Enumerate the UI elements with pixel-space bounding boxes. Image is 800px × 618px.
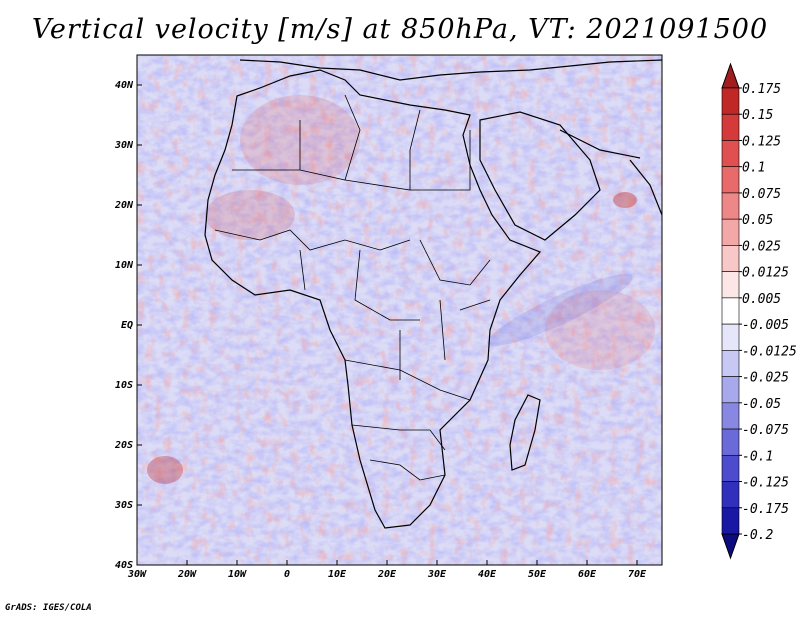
x-tick-label: 40E: [478, 569, 497, 580]
colorbar-label: -0.1: [742, 449, 773, 464]
map-title: Vertical velocity [m/s] at 850hPa, VT: 2…: [31, 14, 769, 45]
plot-frame: [136, 54, 663, 566]
colorbar-swatch: [721, 245, 740, 272]
y-tick-label: 30S: [114, 500, 133, 511]
colorbar-label: 0.05: [742, 213, 773, 228]
colorbar-swatch: [721, 402, 740, 430]
colorbar-swatch: [721, 87, 740, 115]
africa-coastline: [204, 69, 542, 529]
x-axis: 30W 20W 10W 0 10E 20E 30E 40E 50E 60E 70E: [127, 560, 647, 580]
colorbar-label: 0.125: [742, 134, 781, 149]
y-tick-label: 30N: [114, 140, 134, 151]
colorbar-swatch: [721, 454, 740, 482]
colorbar-label: 0.025: [742, 239, 781, 254]
colorbar-swatch: [721, 350, 740, 377]
europe-coast: [239, 59, 662, 81]
x-tick-label: 50E: [528, 569, 547, 580]
vertical-velocity-field: [137, 55, 662, 565]
colorbar: 0.175 0.15 0.125 0.1 0.075 0.05 0.025 0.0125 0.0…: [721, 62, 797, 560]
arabian-peninsula: [479, 111, 601, 241]
y-tick-label: 20N: [114, 200, 134, 211]
colorbar-label: -0.175: [742, 502, 789, 517]
colorbar-swatch: [721, 166, 740, 194]
y-tick-label: 20S: [114, 440, 133, 451]
colorbar-label: -0.075: [742, 423, 789, 438]
x-tick-label: 70E: [628, 569, 647, 580]
colorbar-swatch: [721, 113, 740, 141]
colorbar-swatch: [721, 271, 740, 299]
y-tick-label: EQ: [121, 320, 133, 331]
colorbar-swatch: [721, 323, 740, 351]
colorbar-bottom-triangle: [721, 533, 740, 560]
colorbar-label: -0.025: [742, 371, 789, 386]
colorbar-label: -0.2: [742, 528, 773, 543]
colorbar-swatch: [721, 192, 740, 220]
credit-label: GrADS: IGES/COLA: [5, 603, 92, 613]
colorbar-swatch: [721, 507, 740, 535]
y-tick-label: 40S: [115, 560, 133, 571]
colorbar-top-triangle: [721, 62, 740, 89]
colorbar-label: -0.0125: [742, 344, 797, 359]
colorbar-label: 0.075: [742, 187, 781, 202]
x-tick-label: 60E: [578, 569, 597, 580]
colorbar-label: -0.005: [742, 318, 789, 333]
y-tick-label: 10S: [115, 380, 133, 391]
coastlines: [204, 59, 662, 529]
colorbar-swatch: [721, 218, 740, 246]
colorbar-label: -0.05: [742, 397, 781, 412]
x-tick-label: 0: [284, 569, 290, 580]
colorbar-swatch: [721, 297, 740, 325]
india-coast: [629, 159, 662, 216]
colorbar-swatch: [721, 376, 740, 404]
y-tick-label: 40N: [115, 80, 134, 91]
x-tick-label: 30W: [127, 569, 147, 580]
madagascar-coastline: [509, 394, 541, 471]
colorbar-swatch: [721, 140, 740, 168]
y-tick-label: 10N: [115, 260, 134, 271]
x-tick-label: 20E: [377, 569, 397, 580]
x-tick-label: 20W: [177, 569, 197, 580]
x-tick-label: 10E: [328, 569, 347, 580]
colorbar-label: 0.15: [742, 108, 773, 123]
colorbar-swatch: [721, 481, 740, 509]
x-tick-label: 30E: [427, 569, 447, 580]
persian-coast: [559, 129, 641, 159]
colorbar-label: 0.175: [742, 82, 781, 97]
country-borders: [214, 94, 491, 481]
y-axis: 40N 30N 20N 10N EQ 10S 20S 30S 40S: [114, 80, 142, 571]
colorbar-label: 0.0125: [742, 266, 789, 281]
colorbar-label: -0.125: [742, 476, 789, 491]
colorbar-label: 0.005: [742, 292, 781, 307]
x-tick-label: 10W: [228, 569, 247, 580]
colorbar-swatch: [721, 428, 740, 456]
colorbar-label: 0.1: [742, 161, 765, 176]
